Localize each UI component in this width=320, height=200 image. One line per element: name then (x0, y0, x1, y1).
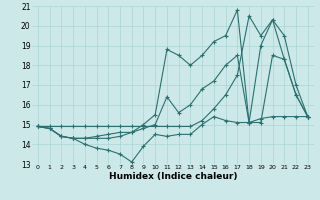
X-axis label: Humidex (Indice chaleur): Humidex (Indice chaleur) (108, 172, 237, 181)
